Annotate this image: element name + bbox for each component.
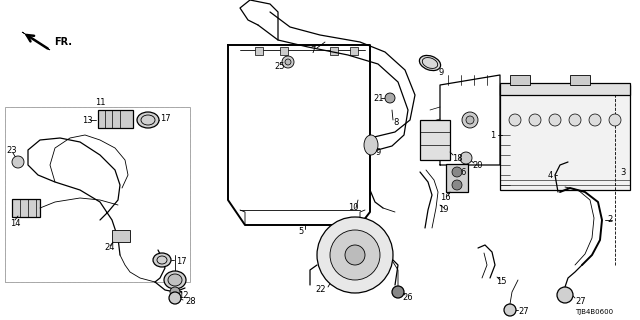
Circle shape [170,287,180,297]
Text: 20: 20 [472,161,483,170]
Text: 6: 6 [460,167,465,177]
Ellipse shape [164,271,186,289]
Bar [330,47,338,55]
Text: 7: 7 [310,45,316,54]
Text: 11: 11 [95,98,106,107]
Circle shape [392,286,404,298]
Circle shape [557,287,573,303]
Circle shape [285,59,291,65]
Circle shape [466,116,474,124]
Text: 26: 26 [402,293,413,302]
Text: 27: 27 [518,308,529,316]
Polygon shape [22,32,50,50]
Circle shape [460,152,472,164]
Text: 16: 16 [440,194,451,203]
Bar [280,47,288,55]
Circle shape [330,230,380,280]
Text: 27: 27 [575,298,586,307]
Text: 1: 1 [490,131,495,140]
Bar [500,83,630,95]
Text: 28: 28 [185,298,196,307]
Ellipse shape [419,55,440,71]
Circle shape [509,114,521,126]
Bar [570,75,590,85]
Circle shape [504,304,516,316]
Text: FR.: FR. [54,37,72,47]
Ellipse shape [364,135,378,155]
Circle shape [452,167,462,177]
Circle shape [529,114,541,126]
Text: 5: 5 [298,228,303,236]
Circle shape [462,112,478,128]
Text: 15: 15 [496,277,506,286]
Text: 23: 23 [6,146,17,155]
Text: 18: 18 [452,154,463,163]
Bar [350,47,358,55]
Text: 3: 3 [620,167,625,177]
Text: 14: 14 [10,219,20,228]
Bar [98,110,133,128]
Text: 9: 9 [375,148,380,156]
Bar [500,85,630,190]
Text: 2: 2 [607,215,612,225]
Circle shape [169,292,181,304]
Circle shape [609,114,621,126]
Text: 17: 17 [176,258,187,267]
Bar [5,107,190,282]
Circle shape [12,156,24,168]
Circle shape [385,93,395,103]
Ellipse shape [168,274,182,286]
Text: 9: 9 [438,68,444,76]
Circle shape [345,245,365,265]
Circle shape [317,217,393,293]
Circle shape [589,114,601,126]
Circle shape [452,180,462,190]
Text: 12: 12 [178,292,189,300]
Ellipse shape [137,112,159,128]
Text: 25: 25 [274,61,285,70]
Text: 13: 13 [82,116,93,124]
Ellipse shape [153,253,171,267]
Circle shape [549,114,561,126]
Text: 21: 21 [373,93,383,102]
Text: 4: 4 [548,171,553,180]
Circle shape [282,56,294,68]
Bar [255,47,263,55]
Text: 19: 19 [438,205,449,214]
Bar [446,164,468,192]
Text: TJB4B0600: TJB4B0600 [575,309,613,315]
Text: 22: 22 [315,285,326,294]
Text: 24: 24 [104,244,115,252]
Text: 10: 10 [348,204,358,212]
Text: 8: 8 [393,117,398,126]
Circle shape [569,114,581,126]
Bar [5,107,190,282]
Bar [420,120,450,160]
Bar [12,199,40,217]
Bar [510,75,530,85]
Bar [112,230,130,242]
Text: 17: 17 [160,114,171,123]
